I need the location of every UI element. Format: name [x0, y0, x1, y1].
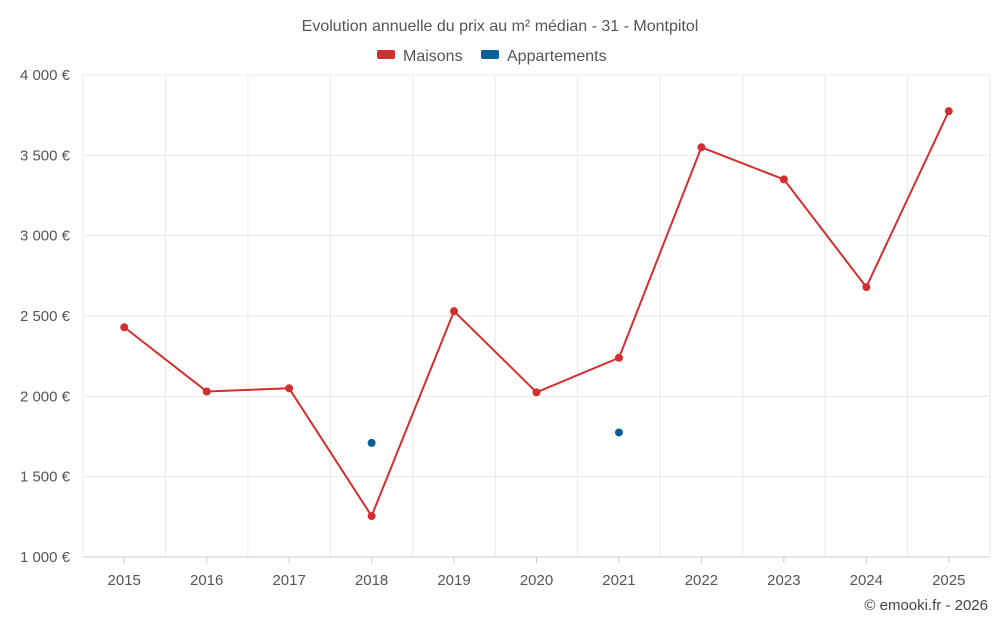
data-point-maisons[interactable] [202, 387, 211, 396]
legend-swatch-maisons [377, 50, 395, 59]
x-tick-label: 2021 [602, 572, 635, 589]
data-point-appartements[interactable] [367, 438, 376, 447]
data-point-maisons[interactable] [450, 307, 459, 316]
chart-title: Evolution annuelle du prix au m² médian … [302, 18, 699, 35]
data-point-maisons[interactable] [779, 175, 788, 184]
data-point-maisons[interactable] [862, 283, 871, 292]
y-tick-label: 2 000 € [20, 388, 71, 405]
data-point-appartements[interactable] [614, 428, 623, 437]
data-point-maisons[interactable] [367, 512, 376, 521]
data-point-maisons[interactable] [944, 107, 953, 116]
x-tick-label: 2024 [850, 572, 883, 589]
y-tick-label: 1 000 € [20, 549, 71, 566]
data-point-maisons[interactable] [697, 143, 706, 152]
legend: Maisons Appartements [377, 48, 607, 65]
x-tick-label: 2018 [355, 572, 388, 589]
x-tick-label: 2015 [108, 572, 141, 589]
series [120, 107, 953, 521]
data-point-maisons[interactable] [285, 384, 294, 393]
x-tick-label: 2017 [272, 572, 305, 589]
legend-item-appartements[interactable]: Appartements [481, 48, 607, 65]
legend-label-maisons: Maisons [403, 48, 463, 65]
data-point-maisons[interactable] [532, 388, 541, 397]
y-axis-ticks: 1 000 € 1 500 € 2 000 € 2 500 € 3 000 € 3 500… [20, 67, 71, 566]
y-tick-label: 1 500 € [20, 469, 71, 486]
x-tick-label: 2019 [437, 572, 470, 589]
x-tick-label: 2022 [685, 572, 718, 589]
legend-swatch-appartements [481, 50, 499, 59]
legend-label-appartements: Appartements [507, 48, 607, 65]
data-point-maisons[interactable] [614, 353, 623, 362]
grid [82, 74, 991, 558]
legend-item-maisons[interactable]: Maisons [377, 48, 463, 65]
x-tick-label: 2016 [190, 572, 223, 589]
y-tick-label: 4 000 € [20, 67, 71, 84]
y-tick-label: 3 000 € [20, 228, 71, 245]
credit-text: © emooki.fr - 2026 [864, 597, 988, 614]
x-axis-ticks: 2015 2016 2017 2018 2019 2020 2021 2022 2023 2024… [108, 557, 965, 589]
x-tick-label: 2025 [932, 572, 965, 589]
data-point-maisons[interactable] [120, 323, 129, 332]
x-tick-label: 2023 [767, 572, 800, 589]
x-tick-label: 2020 [520, 572, 553, 589]
y-tick-label: 3 500 € [20, 147, 71, 164]
y-tick-label: 2 500 € [20, 308, 71, 325]
